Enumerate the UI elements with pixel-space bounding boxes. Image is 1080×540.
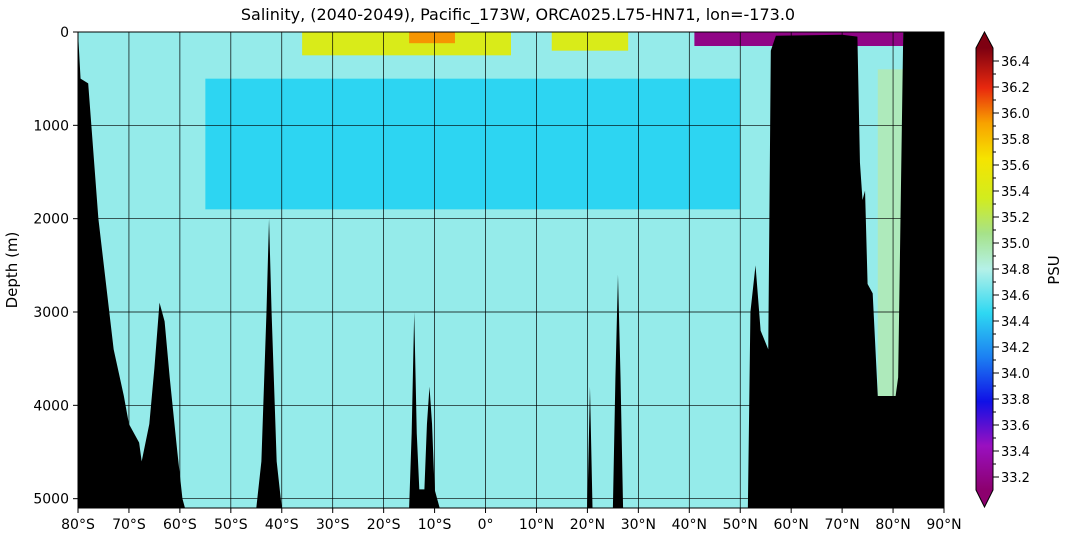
colorbar-bottom-extension: [976, 490, 993, 507]
colorbar-tick-label: 33.8: [1001, 393, 1030, 408]
colorbar-tick-label: 33.6: [1001, 419, 1030, 434]
x-tick-label: 80°N: [875, 517, 910, 533]
colorbar-tick-label: 36.0: [1001, 107, 1030, 122]
colorbar-outline: [975, 30, 994, 509]
surface-water-region: [551, 32, 629, 51]
x-tick-label: 90°N: [926, 517, 961, 533]
x-tick-label: 20°S: [367, 517, 401, 533]
x-tick-label: 10°N: [519, 517, 554, 533]
y-tick-label: 4000: [33, 398, 69, 414]
x-tick-label: 0°: [478, 517, 494, 533]
x-axis: 80°S 70°S 60°S 50°S 40°S 30°S 20°S 10°S 0° 10°N 20…: [61, 508, 962, 533]
colorbar-body: [976, 48, 993, 490]
x-tick-label: 30°N: [621, 517, 656, 533]
x-tick-label: 70°N: [824, 517, 859, 533]
x-tick-label: 80°S: [61, 517, 95, 533]
colorbar-tick-label: 35.6: [1001, 159, 1030, 174]
colorbar-tick-label: 36.2: [1001, 81, 1030, 96]
chart-title: Salinity, (2040-2049), Pacific_173W, ORC…: [241, 5, 795, 25]
y-tick-label: 5000: [33, 492, 69, 508]
intermediate-water-region: [205, 78, 741, 210]
x-tick-label: 20°N: [570, 517, 605, 533]
colorbar-tick-label: 34.2: [1001, 341, 1030, 356]
x-tick-label: 40°S: [265, 517, 299, 533]
colorbar-tick-label: 34.4: [1001, 315, 1030, 330]
colorbar-tick-label: 36.4: [1001, 55, 1030, 70]
y-axis-label: Depth (m): [3, 232, 21, 309]
colorbar-tick-label: 34.0: [1001, 367, 1030, 382]
colorbar-label: PSU: [1045, 255, 1063, 285]
colorbar-tick-label: 35.4: [1001, 185, 1030, 200]
surface-water-region: [302, 32, 511, 56]
x-tick-label: 10°S: [418, 517, 452, 533]
y-tick-label: 3000: [33, 305, 69, 321]
x-tick-label: 70°S: [112, 517, 146, 533]
x-tick-label: 60°N: [774, 517, 809, 533]
colorbar-tick-label: 35.2: [1001, 211, 1030, 226]
colorbar: 33.2 33.4 33.6 33.8 34.0 34.2 34.4 34.6 34.8 35.0…: [975, 30, 1063, 509]
colorbar-tick-label: 34.8: [1001, 263, 1030, 278]
y-tick-label: 2000: [33, 212, 69, 228]
colorbar-tick-label: 33.4: [1001, 445, 1030, 460]
colorbar-tick-label: 34.6: [1001, 289, 1030, 304]
surface-water-region: [409, 32, 455, 44]
x-tick-label: 60°S: [163, 517, 197, 533]
grid-lines: [78, 32, 944, 508]
y-tick-label: 1000: [33, 118, 69, 134]
plot-area: [78, 32, 944, 508]
colorbar-tick-label: 35.0: [1001, 237, 1030, 252]
plot-frame: [77, 31, 945, 509]
y-tick-label: 0: [60, 25, 69, 41]
colorbar-top-extension: [976, 32, 993, 48]
y-axis: 0 1000 2000 3000 4000 5000: [33, 25, 78, 508]
x-tick-label: 40°N: [672, 517, 707, 533]
colorbar-tick-label: 33.2: [1001, 471, 1030, 486]
x-tick-label: 50°N: [723, 517, 758, 533]
colorbar-tick-label: 35.8: [1001, 133, 1030, 148]
colorbar-ticks: 33.2 33.4 33.6 33.8 34.0 34.2 34.4 34.6 34.8 35.0…: [993, 55, 1030, 486]
x-tick-label: 30°S: [316, 517, 350, 533]
x-tick-label: 50°S: [214, 517, 248, 533]
seafloor-mask: [78, 32, 944, 508]
